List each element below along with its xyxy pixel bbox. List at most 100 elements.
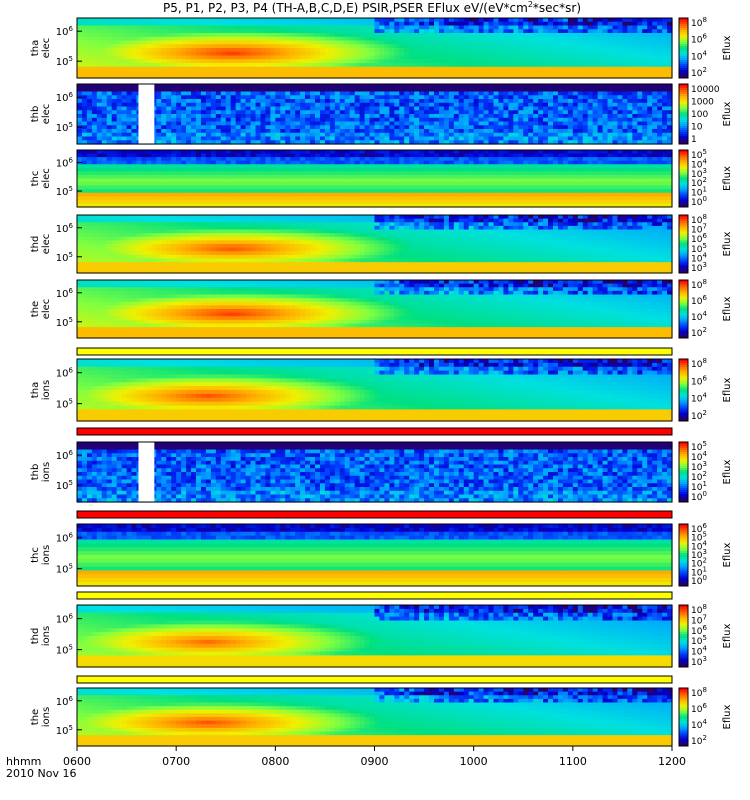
heatmap-cell [225, 178, 232, 183]
heatmap-cell [622, 136, 628, 141]
heatmap-cell [156, 48, 162, 53]
heatmap-cell [562, 91, 569, 96]
heatmap-cell [349, 174, 356, 180]
heatmap-cell [131, 87, 138, 93]
heatmap-cell [275, 199, 281, 205]
heatmap-cell [354, 36, 361, 42]
heatmap-cell [384, 132, 390, 138]
heatmap-cell [374, 121, 381, 126]
heatmap-cell [632, 29, 638, 34]
heatmap-cell [379, 59, 386, 64]
heatmap-cell [116, 44, 123, 49]
heatmap-cell [220, 178, 227, 183]
heatmap-cell [235, 91, 242, 96]
heatmap-cell [577, 136, 584, 141]
heatmap-cell [225, 125, 232, 130]
heatmap-cell [161, 167, 167, 172]
heatmap-cell [121, 25, 128, 30]
heatmap-cell [250, 182, 257, 187]
heatmap-cell [121, 59, 128, 64]
heatmap-cell [225, 203, 232, 208]
heatmap-cell [136, 40, 143, 45]
heatmap-cell [463, 99, 470, 104]
heatmap-cell [101, 136, 108, 141]
heatmap-cell [285, 33, 291, 38]
heatmap-cell [166, 129, 172, 134]
heatmap-cell [414, 36, 420, 42]
heatmap-cell [285, 164, 291, 169]
heatmap-cell [359, 29, 366, 34]
heatmap-cell [434, 21, 440, 27]
heatmap-cell [161, 171, 167, 176]
heatmap-cell [285, 110, 291, 115]
heatmap-cell [116, 95, 123, 100]
heatmap-cell [518, 44, 524, 49]
heatmap-cell [275, 117, 281, 123]
heatmap-cell [215, 102, 222, 108]
heatmap-cell [379, 196, 386, 201]
heatmap-cell [161, 33, 167, 38]
heatmap-cell [280, 174, 286, 180]
heatmap-cell [374, 160, 381, 165]
heatmap-cell [77, 114, 83, 119]
heatmap-cell [434, 91, 440, 96]
heatmap-cell [196, 150, 202, 155]
heatmap-cell [300, 74, 306, 79]
colorbar-tick-label: 1 [691, 135, 697, 145]
heatmap-cell [334, 121, 341, 126]
heatmap-cell [86, 51, 93, 57]
heatmap-cell [379, 84, 386, 89]
heatmap-cell [567, 36, 574, 42]
heatmap-cell [101, 121, 108, 126]
heatmap-cell [196, 157, 202, 162]
heatmap-cell [523, 106, 529, 111]
heatmap-cell [245, 121, 252, 126]
heatmap-cell [498, 132, 505, 138]
heatmap-cell [498, 59, 505, 64]
heatmap-cell [334, 70, 341, 75]
heatmap-cell [121, 192, 128, 197]
colorbar-swatch [679, 134, 688, 137]
heatmap-cell [116, 87, 123, 93]
heatmap-cell [210, 110, 217, 115]
heatmap-cell [166, 192, 172, 197]
heatmap-cell [305, 174, 311, 180]
heatmap-cell [146, 29, 152, 34]
heatmap-cell [503, 121, 509, 126]
heatmap-cell [156, 140, 162, 145]
heatmap-cell [364, 102, 371, 108]
heatmap-cell [364, 70, 371, 75]
heatmap-cell [225, 171, 232, 176]
heatmap-cell [255, 196, 262, 201]
heatmap-cell [305, 140, 311, 145]
heatmap-cell [176, 114, 182, 119]
heatmap-cell [349, 160, 356, 165]
heatmap-cell [171, 74, 177, 79]
heatmap-cell [121, 102, 128, 108]
heatmap-cell [488, 70, 495, 75]
heatmap-cell [498, 66, 505, 72]
heatmap-cell [538, 40, 544, 45]
heatmap-cell [151, 199, 157, 205]
heatmap-cell [384, 117, 390, 123]
heatmap-cell [334, 182, 341, 187]
heatmap-cell [642, 114, 648, 119]
heatmap-cell [181, 55, 187, 60]
heatmap-cell [215, 121, 222, 126]
heatmap-cell [280, 70, 286, 75]
heatmap-cell [196, 36, 202, 42]
heatmap-cell [91, 129, 98, 134]
heatmap-cell [141, 36, 148, 42]
heatmap-cell [607, 125, 614, 130]
heatmap-cell [488, 18, 495, 23]
heatmap-cell [280, 87, 286, 93]
heatmap-cell [468, 29, 475, 34]
heatmap-cell [473, 21, 480, 27]
heatmap-cell [404, 63, 410, 68]
heatmap-cell [191, 196, 197, 201]
heatmap-cell [285, 40, 291, 45]
heatmap-cell [151, 25, 157, 30]
heatmap-cell [81, 40, 88, 45]
heatmap-cell [136, 196, 143, 201]
heatmap-cell [622, 33, 628, 38]
